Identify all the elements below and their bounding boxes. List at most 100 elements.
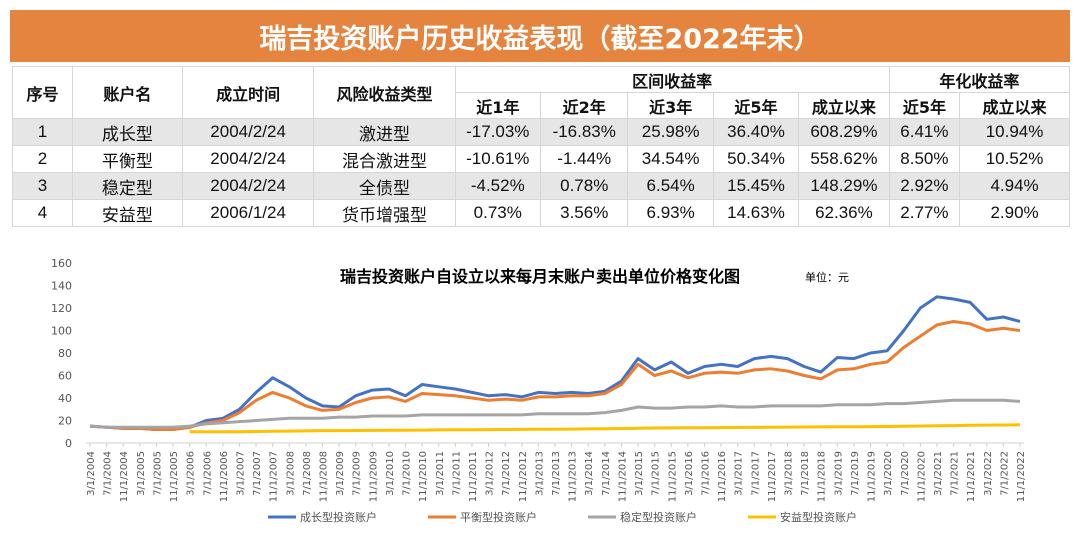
- legend-label: 稳定型投资账户: [620, 510, 697, 524]
- series-line-0: [89, 295, 1021, 431]
- series-line-3: [189, 423, 1021, 434]
- table-cell: 8.50%: [888, 145, 961, 173]
- x-tick-label: 7/1/2011: [451, 451, 462, 496]
- table-row: 4 安益型 2006/1/24 货币增强型 0.73% 3.56% 6.93% 14.63% 6…: [12, 199, 1070, 227]
- table-cell: 全债型: [313, 172, 456, 200]
- x-tick-label: 7/1/2021: [950, 451, 961, 496]
- table-cell: 2004/2/24: [181, 145, 315, 173]
- table-cell: 62.36%: [798, 199, 890, 227]
- x-tick-label: 3/1/2013: [534, 451, 545, 496]
- x-tick-label: 11/1/2021: [966, 451, 977, 502]
- table-cell: 14.63%: [712, 199, 800, 227]
- y-tick-label: 80: [58, 347, 72, 360]
- x-tick-label: 11/1/2015: [667, 451, 678, 502]
- x-tick-label: 11/1/2022: [1016, 451, 1027, 502]
- returns-table: 序号 账户名 成立时间 风险收益类型 区间收益率 年化收益率 近1年 近2年 近3年…: [12, 66, 1071, 227]
- x-tick-label: 7/1/2012: [501, 451, 512, 496]
- x-tick-label: 7/1/2008: [302, 451, 313, 496]
- x-tick-label: 3/1/2022: [983, 451, 994, 496]
- x-tick-label: 7/1/2017: [750, 451, 761, 496]
- legend-label: 安益型投资账户: [780, 510, 857, 524]
- table-cell: -1.44%: [540, 145, 629, 173]
- x-tick-label: 11/1/2014: [617, 451, 628, 502]
- x-tick-label: 11/1/2004: [119, 451, 130, 502]
- x-tick-label: 3/1/2020: [883, 451, 894, 496]
- y-tick-label: 120: [51, 302, 72, 315]
- table-cell: 2: [12, 145, 73, 173]
- x-tick-label: 11/1/2013: [568, 451, 579, 502]
- x-tick-label: 11/1/2007: [269, 451, 280, 502]
- y-tick-label: 20: [58, 415, 72, 428]
- x-tick-label: 7/1/2009: [352, 451, 363, 496]
- x-tick-label: 3/1/2015: [634, 451, 645, 496]
- x-tick-label: 7/1/2013: [551, 451, 562, 496]
- legend-label: 成长型投资账户: [300, 510, 377, 524]
- y-tick-label: 0: [65, 437, 72, 450]
- x-tick-label: 3/1/2011: [435, 451, 446, 496]
- x-tick-label: 3/1/2018: [784, 451, 795, 496]
- table-cell: 2.90%: [959, 199, 1070, 227]
- subheader: 近3年: [627, 92, 714, 119]
- x-tick-label: 3/1/2005: [136, 451, 147, 496]
- table-cell: 4: [12, 199, 73, 227]
- table-cell: 混合激进型: [313, 145, 456, 173]
- table-cell: 10.52%: [959, 145, 1070, 173]
- x-tick-label: 11/1/2005: [169, 451, 180, 502]
- legend-label: 平衡型投资账户: [460, 510, 537, 524]
- x-tick-label: 11/1/2006: [219, 451, 230, 502]
- x-tick-label: 11/1/2008: [319, 451, 330, 502]
- table-cell: 558.62%: [798, 145, 890, 173]
- table-cell: 3.56%: [540, 199, 629, 227]
- table-cell: 2.77%: [888, 199, 961, 227]
- table-cell: 15.45%: [712, 172, 800, 200]
- table-cell: -4.52%: [454, 172, 542, 200]
- table-cell: 1: [12, 118, 73, 146]
- y-tick-label: 140: [51, 280, 72, 293]
- x-tick-label: 11/1/2019: [867, 451, 878, 502]
- table-cell: 货币增强型: [313, 199, 456, 227]
- table-cell: 0.78%: [540, 172, 629, 200]
- table-cell: 激进型: [313, 118, 456, 146]
- table-cell: 25.98%: [627, 118, 714, 146]
- table-row: 1 成长型 2004/2/24 激进型 -17.03% -16.83% 25.98% 36.4…: [12, 118, 1070, 146]
- x-tick-label: 11/1/2012: [518, 451, 529, 502]
- table-cell: 10.94%: [959, 118, 1070, 146]
- x-tick-label: 3/1/2008: [285, 451, 296, 496]
- x-tick-label: 7/1/2020: [900, 451, 911, 496]
- table-cell: 608.29%: [798, 118, 890, 146]
- subheader: 成立以来: [798, 92, 890, 119]
- x-tick-label: 3/1/2019: [833, 451, 844, 496]
- header-no: 序号: [12, 66, 73, 119]
- series-line-1: [89, 320, 1021, 431]
- x-tick-label: 7/1/2015: [651, 451, 662, 496]
- x-tick-label: 3/1/2012: [485, 451, 496, 496]
- table-cell: 36.40%: [712, 118, 800, 146]
- subheader: 近5年: [888, 92, 961, 119]
- x-tick-label: 3/1/2006: [186, 451, 197, 496]
- table-cell: 稳定型: [71, 172, 183, 200]
- table-cell: 2006/1/24: [181, 199, 315, 227]
- subheader: 近1年: [454, 92, 542, 119]
- table-cell: 0.73%: [454, 199, 542, 227]
- table-cell: 成长型: [71, 118, 183, 146]
- banner-title: 瑞吉投资账户历史收益表现（截至2022年末）: [10, 10, 1070, 62]
- x-tick-label: 11/1/2017: [767, 451, 778, 502]
- x-tick-label: 7/1/2014: [601, 451, 612, 496]
- subheader: 近2年: [540, 92, 629, 119]
- y-tick-label: 60: [58, 370, 72, 383]
- table-cell: 6.93%: [627, 199, 714, 227]
- y-tick-label: 160: [51, 257, 72, 270]
- table-cell: 平衡型: [71, 145, 183, 173]
- x-tick-label: 7/1/2006: [202, 451, 213, 496]
- x-tick-label: 7/1/2010: [402, 451, 413, 496]
- x-tick-label: 7/1/2016: [700, 451, 711, 496]
- header-interval: 区间收益率: [454, 66, 890, 93]
- table-row: 2 平衡型 2004/2/24 混合激进型 -10.61% -1.44% 34.54% 50.…: [12, 145, 1070, 173]
- chart-unit: 单位：元: [805, 270, 849, 284]
- x-tick-label: 3/1/2021: [933, 451, 944, 496]
- table-cell: 6.41%: [888, 118, 961, 146]
- x-tick-label: 3/1/2007: [235, 451, 246, 496]
- x-tick-label: 3/1/2004: [86, 451, 97, 496]
- y-tick-label: 40: [58, 392, 72, 405]
- x-tick-label: 3/1/2010: [385, 451, 396, 496]
